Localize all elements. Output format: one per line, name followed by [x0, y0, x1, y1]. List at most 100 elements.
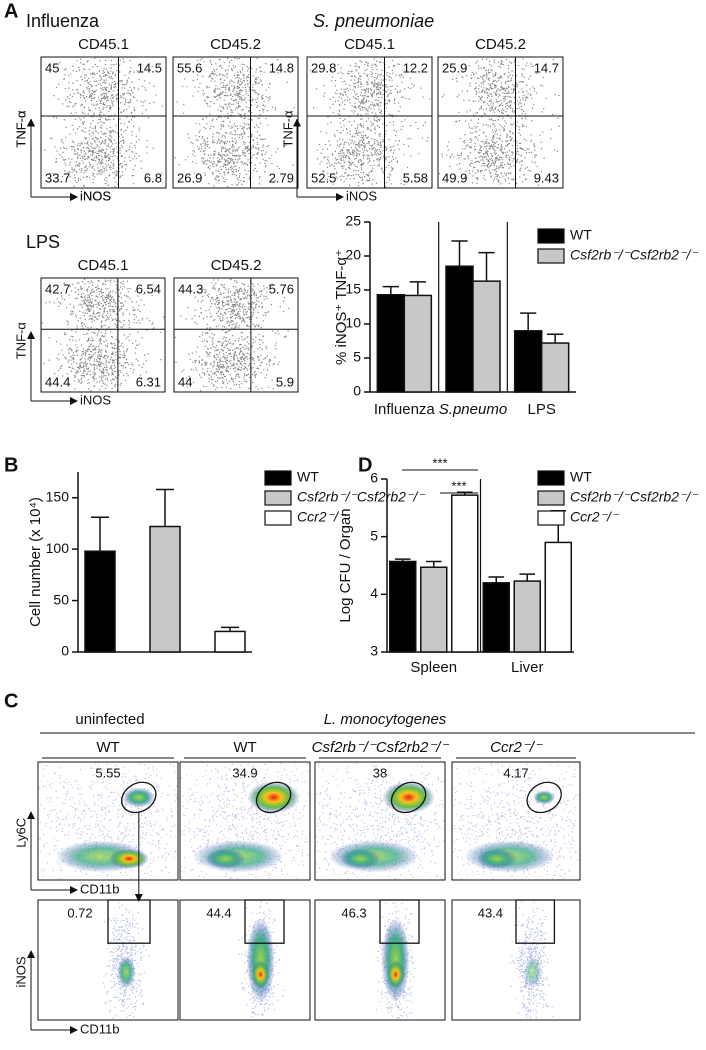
quadrant-value: 26.9 [177, 170, 202, 185]
column-header: WT [96, 739, 119, 756]
gate-value: 5.55 [95, 765, 120, 780]
y-tick-label: 50 [53, 591, 69, 607]
group-title: S. pneumoniae [313, 11, 434, 31]
bar [389, 560, 417, 653]
plot-frame [40, 277, 166, 393]
panel-letter: B [4, 454, 18, 476]
plot-frame [314, 761, 446, 881]
dot-cloud [174, 278, 290, 392]
dot-cloud [174, 57, 295, 188]
bar [84, 550, 116, 653]
density [247, 781, 300, 814]
quadrant-value: 33.7 [45, 170, 70, 185]
bar [513, 330, 543, 393]
group-title: LPS [26, 232, 60, 252]
legend-swatch [264, 510, 292, 526]
gate [390, 781, 427, 814]
y-axis-label: Log CFU / Organ [337, 508, 354, 622]
quadrant-value: 2.79 [269, 170, 294, 185]
y-axis-label: TNF-α [280, 110, 295, 148]
y-tick-label: 4 [370, 585, 378, 601]
quadrant-value: 14.8 [269, 60, 294, 75]
gate-value: 46.3 [341, 905, 366, 920]
group-title: Influenza [26, 11, 100, 31]
gate-value: 0.72 [67, 905, 92, 920]
bar [540, 342, 570, 393]
quadrant-value: 6.8 [144, 170, 162, 185]
x-tick-label: Influenza [374, 401, 436, 418]
dot-cloud [438, 58, 560, 186]
gate-value: 44.4 [206, 905, 231, 920]
legend-swatch [537, 248, 565, 264]
plot-frame [40, 56, 167, 189]
density [381, 918, 410, 1002]
legend-label: Csf2rb⁻/⁻Csf2rb2⁻/⁻ [570, 247, 699, 263]
column-header: Ccr2⁻/⁻ [490, 739, 543, 756]
y-axis-label: TNF-α [13, 110, 28, 148]
legend-swatch [537, 490, 565, 506]
quadrant-value: 29.8 [311, 60, 336, 75]
y-axis-label: TNF-α [13, 322, 28, 360]
quadrant-value: 12.2 [403, 60, 428, 75]
gate [379, 899, 420, 944]
bar [472, 280, 501, 393]
legend-swatch [537, 228, 565, 244]
y-tick-label: 10 [345, 315, 361, 331]
y-tick-label: 0 [353, 383, 361, 399]
panel-letter: C [4, 690, 18, 712]
plot-header: CD45.2 [210, 36, 261, 53]
bar [420, 566, 448, 653]
legend-label: Ccr2⁻/⁻ [570, 509, 620, 525]
gate-value: 43.4 [478, 905, 503, 920]
group-header: L. monocytogenes [324, 711, 447, 728]
gate-value: 34.9 [232, 765, 257, 780]
legend-label: Csf2rb⁻/⁻Csf2rb2⁻/⁻ [570, 489, 699, 505]
density [251, 960, 270, 989]
density [386, 960, 405, 989]
column-header: WT [233, 739, 256, 756]
x-axis-label: CD11b [80, 1021, 120, 1036]
density [340, 848, 381, 869]
gate [255, 781, 292, 814]
density [205, 848, 246, 869]
plot-header: CD45.1 [344, 36, 395, 53]
gate [121, 781, 157, 814]
legend-label: WT [297, 469, 319, 485]
quadrant-value: 45 [45, 60, 59, 75]
plot-frame [37, 761, 179, 881]
quadrant-value: 14.7 [534, 60, 559, 75]
legend-swatch [537, 510, 565, 526]
quadrant-value: 44.3 [178, 281, 203, 296]
gate [515, 899, 556, 944]
x-axis-label: iNOS [80, 188, 111, 203]
quadrant-value: 9.43 [534, 170, 559, 185]
plot-header: CD45.1 [78, 36, 129, 53]
dot-cloud [309, 58, 431, 188]
quadrant-value: 42.7 [45, 281, 70, 296]
legend-label: WT [570, 469, 592, 485]
quadrant-value: 52.5 [311, 170, 336, 185]
y-axis-label: % iNOS⁺ TNF-α⁺ [333, 249, 350, 365]
bar [376, 294, 406, 393]
density [109, 848, 149, 869]
quadrant-value: 6.54 [136, 281, 161, 296]
panel-letter: A [4, 0, 18, 22]
quadrant-value: 5.9 [276, 374, 294, 389]
quadrant-value: 5.76 [269, 281, 294, 296]
x-tick-label: LPS [527, 401, 555, 418]
y-axis-label: Cell number (x 10⁴) [27, 497, 44, 627]
y-axis-label: TNF-α [13, 110, 28, 148]
dot-cloud [44, 57, 163, 188]
plot-header: CD45.2 [211, 257, 262, 274]
group-header: uninfected [75, 711, 144, 728]
x-tick-label: S.pneumo [439, 401, 507, 418]
y-tick-label: 5 [353, 349, 361, 365]
density [533, 790, 556, 805]
density [476, 848, 517, 869]
y-tick-label: 150 [46, 488, 70, 504]
x-axis-label: iNOS [80, 188, 111, 203]
x-axis-label: iNOS [80, 392, 111, 407]
plot-frame [306, 56, 433, 189]
gate-value: 38 [373, 765, 387, 780]
